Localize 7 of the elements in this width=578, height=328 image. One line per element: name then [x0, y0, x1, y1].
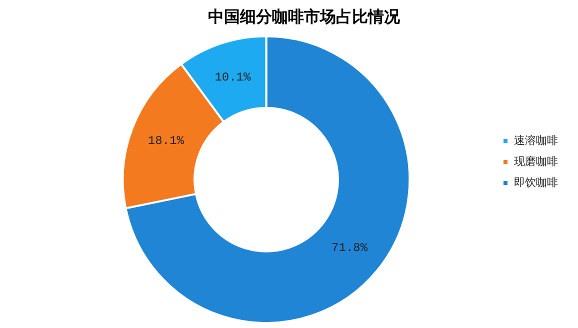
- legend-label: 现磨咖啡: [514, 154, 558, 168]
- legend-label: 即饮咖啡: [514, 176, 558, 189]
- legend-label: 速溶咖啡: [514, 134, 558, 147]
- chart-title: 中国细分咖啡市场占比情况: [208, 6, 401, 26]
- data-label: 18.1%: [148, 134, 185, 148]
- data-label: 71.8%: [332, 240, 368, 255]
- data-label: 10.1%: [214, 70, 252, 85]
